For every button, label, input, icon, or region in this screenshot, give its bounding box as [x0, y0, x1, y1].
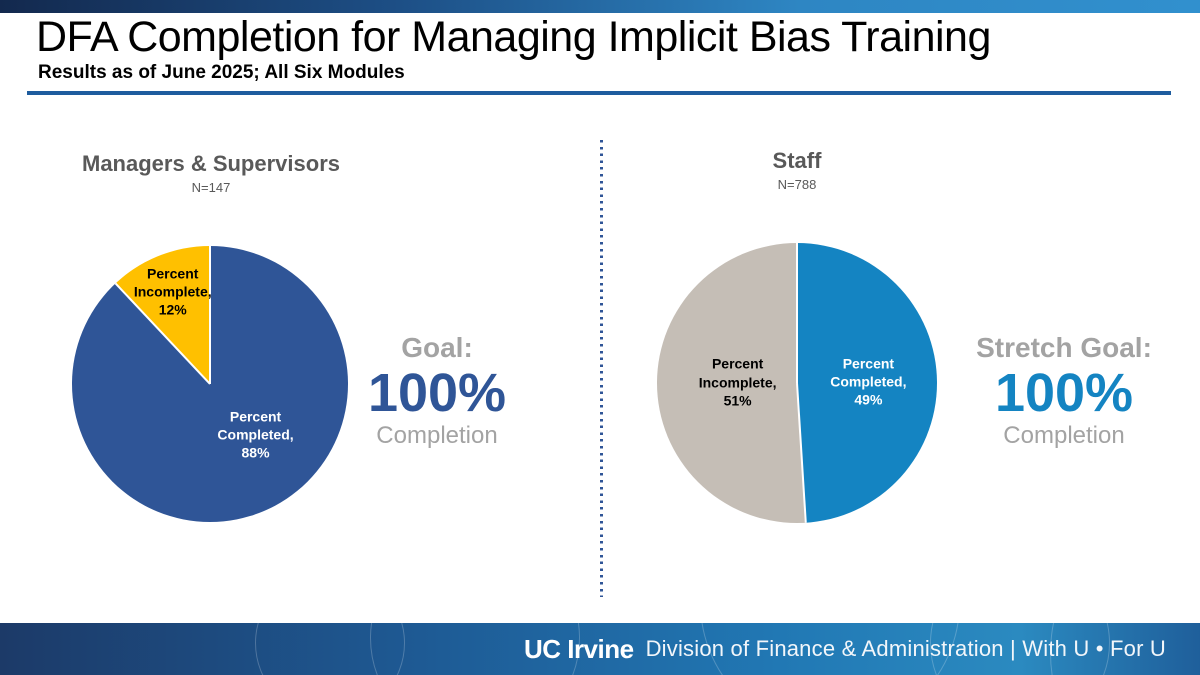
footer-tagline: Division of Finance & Administration | W… — [645, 636, 1166, 661]
pie-slice-separator — [796, 243, 798, 383]
goal-value: 100% — [994, 363, 1134, 423]
top-accent-bar — [0, 0, 1200, 13]
page-subtitle: Results as of June 2025; All Six Modules — [38, 62, 405, 83]
goal-caption: Completion — [376, 422, 498, 449]
goal-caption: Completion — [1003, 422, 1125, 449]
vertical-divider — [600, 140, 603, 597]
pie-chart-staff: Percent Completed, 49% Percent Incomplet… — [657, 243, 937, 523]
chart-header-managers: Managers & Supervisors N=147 — [36, 151, 386, 195]
page-title: DFA Completion for Managing Implicit Bia… — [36, 13, 991, 61]
pie-slice-label-incomplete: Percent Incomplete, 12% — [133, 265, 212, 318]
footer-content: UC Irvine Division of Finance & Administ… — [524, 623, 1166, 675]
chart-n-label: N=147 — [191, 180, 231, 195]
goal-value: 100% — [367, 363, 507, 423]
footer-bar: UC Irvine Division of Finance & Administ… — [0, 623, 1200, 675]
pie-slice-separator — [796, 382, 807, 523]
pie-slice-label-incomplete: Percent Incomplete, 51% — [698, 356, 777, 409]
chart-n-label: N=788 — [777, 177, 817, 192]
goal-block-staff: Stretch Goal: 100% Completion — [949, 332, 1179, 450]
chart-title: Staff — [772, 148, 822, 173]
pie-slice-label-completed: Percent Completed, 88% — [217, 408, 294, 462]
title-divider — [27, 91, 1171, 95]
chart-header-staff: Staff N=788 — [622, 148, 972, 192]
chart-title: Managers & Supervisors — [82, 151, 340, 176]
pie-slice-separator — [209, 246, 211, 384]
uci-wordmark: UC Irvine — [523, 633, 634, 664]
pie-chart-managers: Percent Completed, 88% Percent Incomplet… — [72, 246, 348, 522]
goal-block-managers: Goal: 100% Completion — [347, 332, 527, 450]
footer-decor-circle — [1050, 623, 1200, 675]
goal-label: Goal: — [401, 332, 473, 363]
goal-label: Stretch Goal: — [976, 332, 1152, 363]
pie-slice-label-completed: Percent Completed, 49% — [830, 355, 907, 408]
